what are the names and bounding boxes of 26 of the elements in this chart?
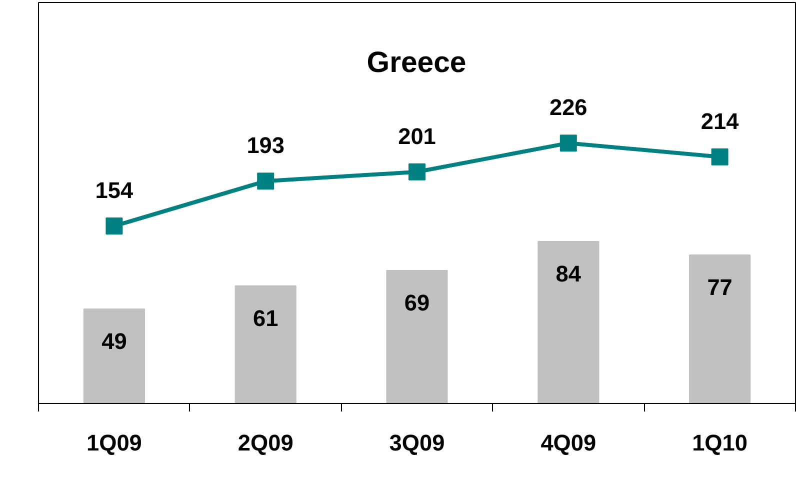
point [711, 148, 728, 166]
x-tick-label: 2Q09 [238, 430, 294, 456]
data-label: 154 [95, 177, 134, 204]
data-label: 226 [550, 94, 588, 120]
x-tick-label: 1Q09 [86, 430, 142, 456]
data-label: 193 [246, 132, 285, 158]
point [408, 163, 426, 180]
bar [83, 308, 145, 404]
point [106, 218, 123, 235]
data-label: 77 [707, 274, 732, 300]
data-label: 49 [102, 328, 127, 354]
data-label: 61 [253, 304, 278, 331]
x-tick-label: 1Q10 [692, 430, 748, 456]
bar [538, 241, 600, 404]
data-label: 84 [556, 260, 582, 287]
text: Greece [366, 46, 466, 79]
point [560, 134, 577, 152]
data-label: 69 [404, 289, 430, 316]
x-tick-label: 4Q09 [540, 430, 596, 456]
x-tick-label: 3Q09 [389, 430, 445, 456]
bar [234, 285, 296, 404]
bar [689, 254, 751, 404]
data-label: 201 [398, 122, 436, 149]
data-label: 214 [700, 108, 740, 134]
bar [386, 270, 448, 404]
point [257, 172, 274, 190]
